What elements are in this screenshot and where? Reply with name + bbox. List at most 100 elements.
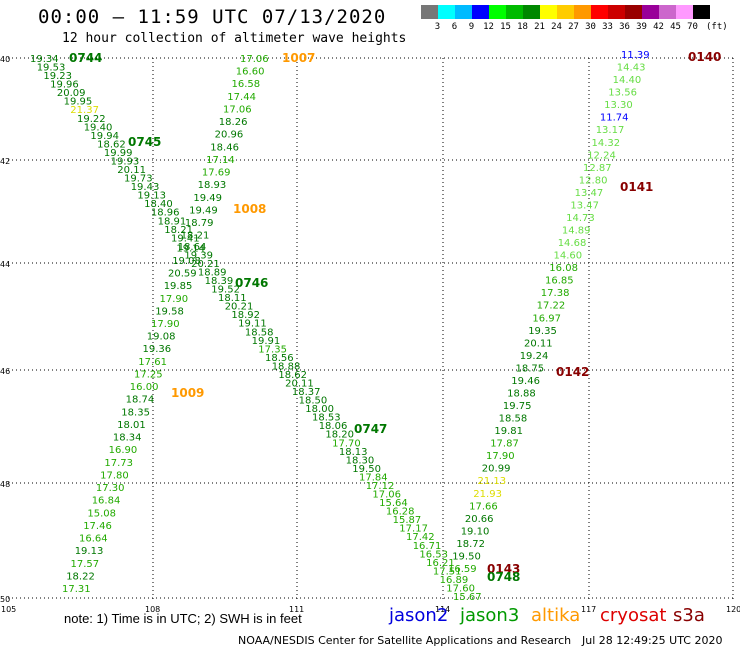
- swh-value-label: 14.40: [613, 75, 642, 86]
- swh-value-label: 20.96: [215, 130, 244, 141]
- swh-value-label: 14.73: [566, 213, 595, 224]
- swh-value-label: 12.24: [587, 150, 616, 161]
- swh-value-label: 17.70: [332, 438, 361, 449]
- swh-value-label: 16.59: [448, 564, 477, 575]
- color-swatch-3: [455, 5, 472, 19]
- swh-value-label: 19.23: [43, 71, 72, 82]
- swh-value-label: 17.90: [160, 294, 189, 305]
- color-swatch-1: [421, 5, 438, 19]
- scale-label: 3: [434, 22, 441, 32]
- swh-value-label: 18.88: [272, 361, 301, 372]
- timestamp-text: Jul 28 12:49:25 UTC 2020: [582, 634, 723, 647]
- swh-value-label: 17.06: [223, 105, 252, 116]
- swh-value-label: 16.85: [545, 276, 574, 287]
- swh-value-label: 19.95: [64, 97, 93, 108]
- lon-tick-label: 111: [289, 605, 304, 614]
- swh-value-label: 19.10: [461, 526, 490, 537]
- scale-label: 33: [602, 22, 613, 32]
- swh-value-label: 19.22: [77, 114, 106, 125]
- pass-label-1008: 1008: [233, 202, 266, 216]
- swh-value-label: 19.52: [211, 285, 240, 296]
- scale-label: 18: [517, 22, 528, 32]
- swh-value-label: 18.72: [456, 539, 485, 550]
- swh-value-label: 19.99: [104, 148, 133, 159]
- swh-value-label: 19.53: [37, 63, 66, 74]
- swh-value-label: 17.31: [62, 584, 91, 595]
- swh-value-label: 18.46: [210, 142, 239, 153]
- swh-value-label: 18.21: [181, 231, 210, 242]
- page-title: 00:00 – 11:59 UTC 07/13/2020: [38, 6, 387, 28]
- swh-value-label: 19.13: [75, 546, 104, 557]
- pass-label-0143: 0143: [487, 562, 520, 576]
- swh-value-label: 17.17: [399, 524, 428, 535]
- swh-value-label: 17.61: [138, 357, 167, 368]
- color-swatch-14: [642, 5, 659, 19]
- swh-value-label: 19.93: [111, 157, 140, 168]
- pass-label-0748: 0748: [487, 570, 520, 584]
- scale-label: 36: [619, 22, 630, 32]
- pass-label-0140: 0140: [688, 50, 721, 64]
- swh-value-label: 16.00: [130, 382, 159, 393]
- pass-label-0142: 0142: [556, 365, 589, 379]
- swh-value-label: 16.28: [386, 507, 415, 518]
- swh-value-label: 21.93: [473, 489, 502, 500]
- swh-value-label: 15.87: [393, 515, 422, 526]
- swh-value-label: 14.89: [562, 226, 591, 237]
- swh-value-label: 20.21: [225, 302, 254, 313]
- scale-label: 15: [500, 22, 511, 32]
- scale-label: 12: [483, 22, 494, 32]
- swh-value-label: 19.35: [528, 326, 557, 337]
- lat-tick-label: 50: [0, 595, 10, 604]
- swh-value-label: 17.42: [406, 532, 435, 543]
- color-swatch-9: [557, 5, 574, 19]
- swh-value-label: 17.22: [537, 301, 566, 312]
- swh-value-label: 20.11: [117, 165, 146, 176]
- swh-value-label: 19.41: [171, 233, 200, 244]
- swh-value-label: 20.21: [191, 259, 220, 270]
- satellite-s3a-label: s3a: [673, 605, 705, 626]
- swh-value-label: 12.87: [583, 163, 612, 174]
- swh-value-label: 14.32: [592, 138, 621, 149]
- color-swatch-17: [693, 5, 710, 19]
- scale-label-unit: (ft): [706, 22, 728, 32]
- lon-tick-label: 108: [145, 605, 160, 614]
- scale-label: 42: [653, 22, 664, 32]
- swh-value-label: 18.58: [499, 414, 528, 425]
- lon-tick-label: 120: [726, 605, 740, 614]
- swh-value-label: 17.80: [100, 470, 129, 481]
- swh-value-label: 19.08: [172, 256, 201, 267]
- lat-tick-label: 46: [0, 367, 10, 376]
- swh-value-label: 19.75: [503, 401, 532, 412]
- swh-value-label: 19.73: [124, 174, 153, 185]
- swh-value-label: 18.22: [66, 571, 95, 582]
- swh-value-label: 16.21: [426, 558, 455, 569]
- swh-value-label: 19.81: [494, 426, 523, 437]
- swh-value-label: 11.74: [600, 113, 629, 124]
- swh-value-label: 17.30: [96, 483, 125, 494]
- swh-value-label: 19.50: [352, 464, 381, 475]
- swh-value-label: 12.80: [579, 175, 608, 186]
- swh-value-label: 17.25: [134, 370, 163, 381]
- swh-value-label: 14.43: [617, 63, 646, 74]
- swh-value-label: 16.71: [413, 541, 442, 552]
- swh-value-label: 17.51: [433, 566, 462, 577]
- scale-label: 9: [468, 22, 475, 32]
- swh-value-label: 18.34: [113, 433, 142, 444]
- swh-value-label: 17.14: [206, 155, 235, 166]
- lat-tick-label: 44: [0, 260, 10, 269]
- swh-value-label: 18.13: [339, 447, 368, 458]
- lon-tick-label: 117: [581, 605, 596, 614]
- swh-value-label: 18.06: [319, 421, 348, 432]
- swh-value-label: 17.73: [104, 458, 133, 469]
- pass-label-0744: 0744: [69, 51, 102, 65]
- color-swatch-13: [625, 5, 642, 19]
- swh-value-label: 18.89: [198, 268, 227, 279]
- footnote: note: 1) Time is in UTC; 2) SWH is in fe…: [64, 611, 302, 626]
- color-swatch-8: [540, 5, 557, 19]
- swh-value-label: 19.50: [452, 552, 481, 563]
- swh-value-label: 19.39: [184, 250, 213, 261]
- lon-tick-label: 114: [435, 605, 450, 614]
- swh-value-label: 16.89: [440, 575, 469, 586]
- swh-value-label: 18.56: [265, 353, 294, 364]
- swh-value-label: 13.47: [570, 200, 599, 211]
